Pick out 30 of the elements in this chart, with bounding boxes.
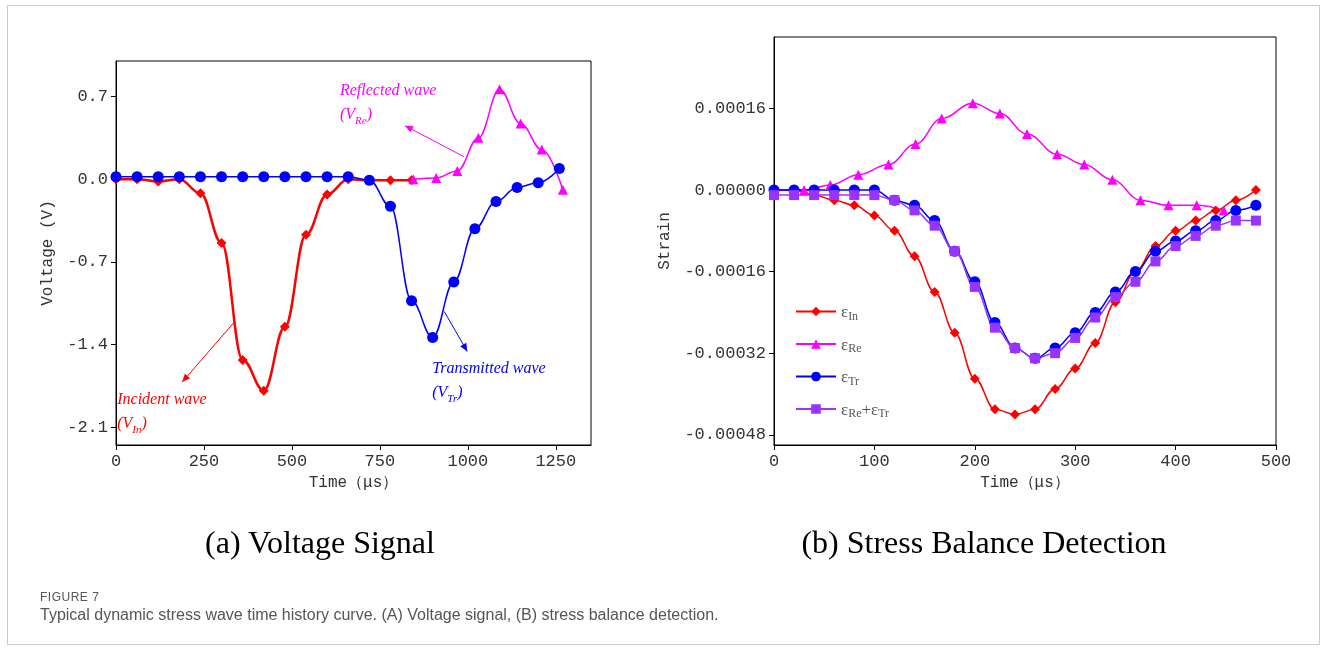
y-tick-label: 0.00000 — [694, 180, 766, 200]
text: (a) Voltage Signal — [205, 524, 436, 560]
x-tick-label: 300 — [1059, 452, 1091, 471]
x-tick-label: 500 — [1260, 452, 1292, 471]
y-tick-label: -0.7 — [67, 252, 108, 272]
x-axis-title: Time（μs） — [308, 473, 399, 492]
x-tick-label: 1000 — [447, 452, 489, 471]
x-tick-label: 0 — [768, 452, 780, 471]
x-tick-label: 1250 — [535, 452, 577, 471]
y-tick-label: -2.1 — [67, 417, 108, 437]
x-tick-label: 200 — [959, 452, 991, 471]
y-axis-title: Voltage (V) — [39, 200, 58, 306]
y-tick-label: -0.00032 — [684, 343, 766, 363]
x-tick-label: 400 — [1160, 452, 1191, 471]
x-axis-title: Time（μs） — [980, 473, 1070, 492]
x-tick-label: 0 — [110, 452, 122, 471]
y-tick-label: 0.00016 — [694, 98, 766, 118]
text: (b) Stress Balance Detection — [801, 524, 1167, 560]
x-tick-label: 100 — [859, 452, 890, 471]
y-tick-label: 0.0 — [77, 169, 108, 189]
text: Typical dynamic stress wave time history curve. (A) Voltage signal, (B) stress balance detection. — [40, 606, 720, 624]
y-axis-title: Strain — [656, 212, 675, 270]
x-tick-label: 750 — [364, 452, 396, 471]
x-tick-label: 500 — [276, 452, 308, 471]
y-tick-label: 0.7 — [77, 86, 108, 106]
y-tick-label: -1.4 — [67, 335, 108, 355]
y-tick-label: -0.00016 — [684, 262, 766, 282]
x-tick-label: 250 — [188, 452, 220, 471]
y-tick-label: -0.00048 — [684, 425, 766, 445]
text: FIGURE 7 — [40, 590, 101, 604]
